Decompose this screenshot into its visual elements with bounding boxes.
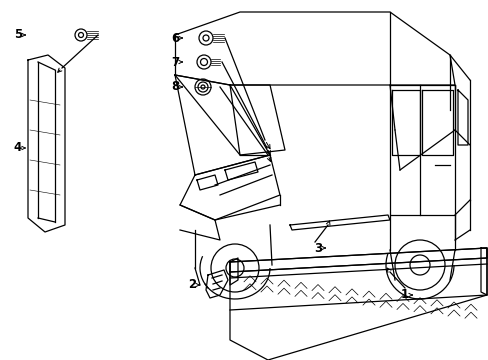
Text: 5: 5 [14,28,22,41]
Text: 3: 3 [313,242,322,255]
Text: 7: 7 [171,55,179,68]
Text: 1: 1 [400,288,408,301]
Text: 8: 8 [170,81,179,94]
Text: 2: 2 [187,279,196,292]
Text: 6: 6 [170,31,179,45]
Text: 4: 4 [14,141,22,154]
